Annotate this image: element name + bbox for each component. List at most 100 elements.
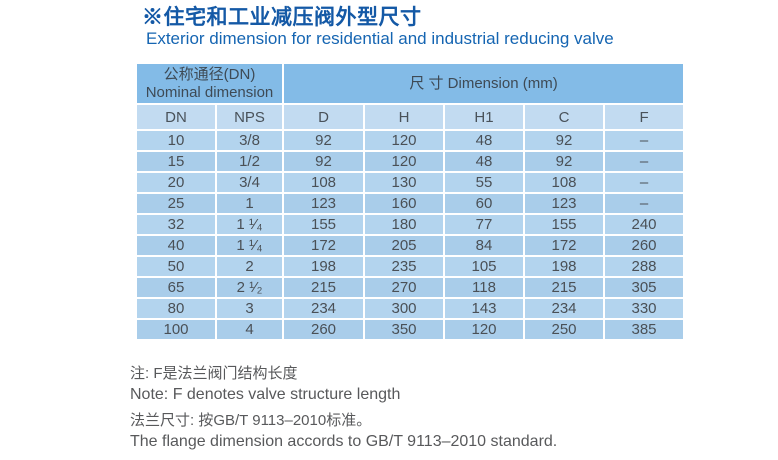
col-header-nps: NPS bbox=[215, 103, 284, 131]
cell-nps: 1 ¹⁄₄ bbox=[215, 213, 284, 236]
cell-c: 172 bbox=[523, 234, 605, 257]
cell-h1: 105 bbox=[443, 255, 525, 278]
cell-h1: 118 bbox=[443, 276, 525, 299]
cell-dn: 100 bbox=[135, 318, 217, 341]
header-dimension: 尺 寸 Dimension (mm) bbox=[281, 62, 686, 105]
cell-h1: 48 bbox=[443, 129, 525, 152]
cell-f: 330 bbox=[602, 297, 686, 320]
header-nominal-en: Nominal dimension bbox=[145, 83, 274, 101]
cell-h1: 120 bbox=[443, 318, 525, 341]
cell-h: 120 bbox=[363, 150, 445, 173]
cell-d: 92 bbox=[282, 129, 365, 152]
cell-f: – bbox=[602, 192, 686, 215]
cell-dn: 40 bbox=[135, 234, 217, 257]
col-header-c: C bbox=[523, 103, 605, 131]
table-row: 65 2 ¹⁄₂ 215 270 118 215 305 bbox=[135, 276, 686, 299]
cell-nps: 3 bbox=[215, 297, 284, 320]
cell-dn: 25 bbox=[135, 192, 217, 215]
cell-dn: 10 bbox=[135, 129, 217, 152]
flange-note-en: The flange dimension accords to GB/T 911… bbox=[130, 433, 558, 450]
cell-dn: 80 bbox=[135, 297, 217, 320]
cell-d: 260 bbox=[282, 318, 365, 341]
cell-h: 205 bbox=[363, 234, 445, 257]
cell-d: 234 bbox=[282, 297, 365, 320]
cell-dn: 65 bbox=[135, 276, 217, 299]
cell-h: 120 bbox=[363, 129, 445, 152]
column-header-row: DN NPS D H H1 C F bbox=[135, 103, 686, 131]
cell-nps: 2 bbox=[215, 255, 284, 278]
cell-h: 160 bbox=[363, 192, 445, 215]
cell-c: 123 bbox=[523, 192, 605, 215]
page-subtitle: Exterior dimension for residential and i… bbox=[146, 29, 614, 48]
table-row: 10 3/8 92 120 48 92 – bbox=[135, 129, 686, 152]
table-row: 80 3 234 300 143 234 330 bbox=[135, 297, 686, 320]
cell-c: 234 bbox=[523, 297, 605, 320]
cell-h1: 48 bbox=[443, 150, 525, 173]
cell-d: 215 bbox=[282, 276, 365, 299]
cell-c: 250 bbox=[523, 318, 605, 341]
cell-c: 92 bbox=[523, 150, 605, 173]
col-header-f: F bbox=[602, 103, 686, 131]
cell-f: 260 bbox=[602, 234, 686, 257]
cell-nps: 3/4 bbox=[215, 171, 284, 194]
cell-f: – bbox=[602, 171, 686, 194]
cell-h: 180 bbox=[363, 213, 445, 236]
cell-h: 350 bbox=[363, 318, 445, 341]
table-row: 40 1 ¹⁄₄ 172 205 84 172 260 bbox=[135, 234, 686, 257]
cell-h: 235 bbox=[363, 255, 445, 278]
table-row: 50 2 198 235 105 198 288 bbox=[135, 255, 686, 278]
cell-nps: 3/8 bbox=[215, 129, 284, 152]
note-line-cn: 注: F是法兰阀门结构长度 bbox=[130, 365, 298, 382]
table-row: 20 3/4 108 130 55 108 – bbox=[135, 171, 686, 194]
header-nominal-cn: 公称通径(DN) bbox=[163, 65, 256, 83]
cell-f: 240 bbox=[602, 213, 686, 236]
cell-nps: 2 ¹⁄₂ bbox=[215, 276, 284, 299]
cell-c: 92 bbox=[523, 129, 605, 152]
cell-dn: 32 bbox=[135, 213, 217, 236]
cell-c: 215 bbox=[523, 276, 605, 299]
cell-c: 108 bbox=[523, 171, 605, 194]
cell-f: 305 bbox=[602, 276, 686, 299]
col-header-h: H bbox=[363, 103, 445, 131]
cell-h1: 60 bbox=[443, 192, 525, 215]
cell-dn: 15 bbox=[135, 150, 217, 173]
cell-c: 155 bbox=[523, 213, 605, 236]
cell-h: 270 bbox=[363, 276, 445, 299]
cell-h: 300 bbox=[363, 297, 445, 320]
cell-c: 198 bbox=[523, 255, 605, 278]
cell-h1: 84 bbox=[443, 234, 525, 257]
cell-f: – bbox=[602, 129, 686, 152]
cell-d: 155 bbox=[282, 213, 365, 236]
cell-h1: 77 bbox=[443, 213, 525, 236]
page-title: ※住宅和工业减压阀外型尺寸 bbox=[142, 6, 422, 29]
cell-nps: 4 bbox=[215, 318, 284, 341]
table-row: 100 4 260 350 120 250 385 bbox=[135, 318, 686, 341]
footnotes: 注: F是法兰阀门结构长度 Note: F denotes valve stru… bbox=[130, 363, 557, 452]
cell-h1: 143 bbox=[443, 297, 525, 320]
cell-d: 172 bbox=[282, 234, 365, 257]
cell-nps: 1 bbox=[215, 192, 284, 215]
cell-dn: 50 bbox=[135, 255, 217, 278]
table-row: 15 1/2 92 120 48 92 – bbox=[135, 150, 686, 173]
flange-note-cn: 法兰尺寸: 按GB/T 9113–2010标准。 bbox=[130, 412, 372, 429]
header-group-row: 公称通径(DN) Nominal dimension 尺 寸 Dimension… bbox=[135, 62, 686, 105]
cell-f: – bbox=[602, 150, 686, 173]
col-header-dn: DN bbox=[135, 103, 217, 131]
col-header-h1: H1 bbox=[443, 103, 525, 131]
header-nominal: 公称通径(DN) Nominal dimension bbox=[135, 62, 284, 105]
cell-dn: 20 bbox=[135, 171, 217, 194]
cell-d: 108 bbox=[282, 171, 365, 194]
dimensions-table: 公称通径(DN) Nominal dimension 尺 寸 Dimension… bbox=[135, 62, 686, 341]
table-row: 25 1 123 160 60 123 – bbox=[135, 192, 686, 215]
table-row: 32 1 ¹⁄₄ 155 180 77 155 240 bbox=[135, 213, 686, 236]
cell-nps: 1/2 bbox=[215, 150, 284, 173]
cell-d: 198 bbox=[282, 255, 365, 278]
cell-h: 130 bbox=[363, 171, 445, 194]
cell-d: 92 bbox=[282, 150, 365, 173]
cell-d: 123 bbox=[282, 192, 365, 215]
col-header-d: D bbox=[282, 103, 365, 131]
cell-f: 385 bbox=[602, 318, 686, 341]
cell-nps: 1 ¹⁄₄ bbox=[215, 234, 284, 257]
cell-f: 288 bbox=[602, 255, 686, 278]
